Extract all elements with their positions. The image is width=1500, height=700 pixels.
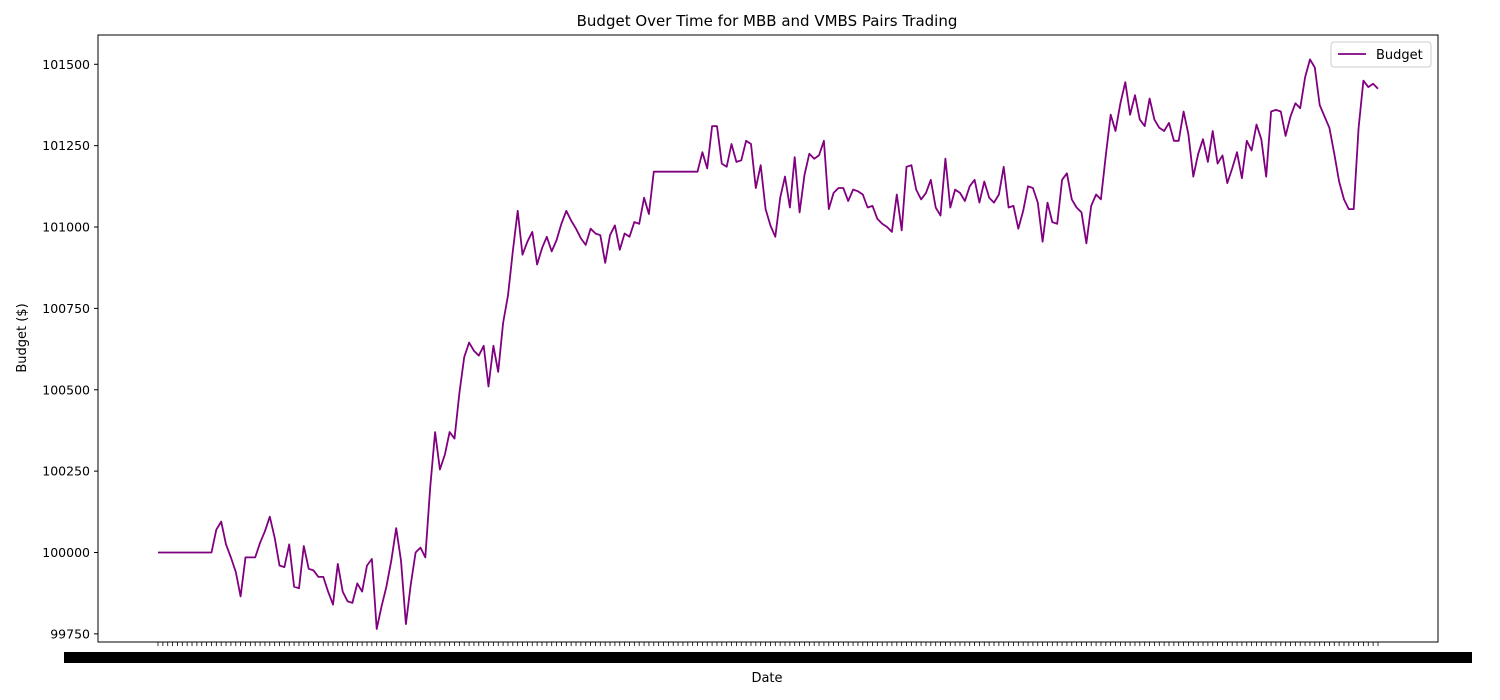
legend-label-budget: Budget (1376, 48, 1423, 63)
x-tick-labels-overlapping (64, 652, 1472, 663)
legend: Budget (1330, 41, 1432, 68)
y-tick-label: 101250 (42, 138, 90, 153)
y-axis-label: Budget ($) (15, 303, 30, 372)
legend-box (1330, 41, 1432, 68)
y-tick-label: 99750 (50, 626, 90, 641)
series-line-budget (158, 58, 1379, 630)
y-tick-label: 100000 (42, 545, 90, 560)
chart-title: Budget Over Time for MBB and VMBS Pairs … (577, 12, 958, 30)
x-axis-label: Date (751, 671, 782, 686)
y-tick-label: 100750 (42, 301, 90, 316)
x-axis-ticks (64, 642, 1472, 663)
y-tick-label: 101000 (42, 220, 90, 235)
y-tick-label: 100250 (42, 464, 90, 479)
y-axis-ticks: 99750 100000 100250 100500 100750 101000 10125… (42, 57, 98, 641)
y-tick-label: 100500 (42, 382, 90, 397)
plot-area-frame (97, 34, 1439, 643)
y-tick-label: 101500 (42, 57, 90, 72)
